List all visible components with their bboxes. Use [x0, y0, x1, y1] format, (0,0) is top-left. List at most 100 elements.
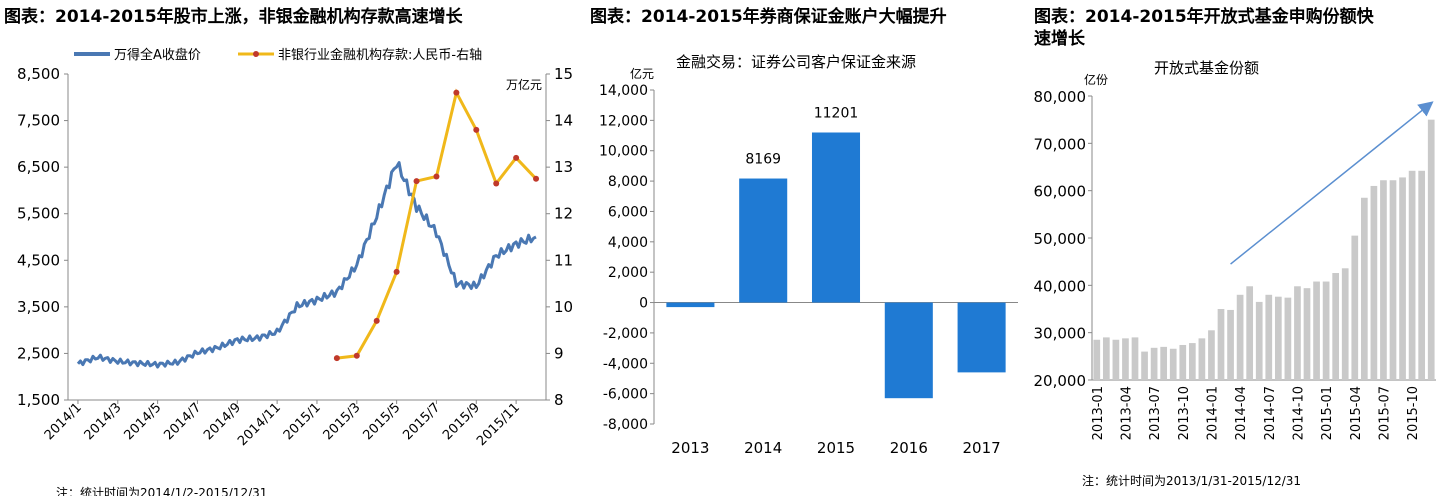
y-left-tick-label: 6,500 — [17, 158, 60, 176]
y-tick-label: 50,000 — [1034, 230, 1087, 248]
panel-stock-deposits: 图表：2014-2015年股市上涨，非银金融机构存款高速增长 1,500 2,50… — [0, 0, 585, 496]
x-tick-label: 2014 — [744, 439, 782, 457]
bar — [1160, 346, 1168, 380]
y-tick-label: 10,000 — [599, 144, 648, 160]
series-point-deposits — [393, 268, 400, 275]
bar — [1313, 281, 1320, 380]
y-right-tick-label: 13 — [554, 158, 573, 176]
x-tick-label: 2014/3 — [82, 400, 125, 443]
bar — [1150, 347, 1158, 380]
y-right-tick-label: 11 — [554, 251, 573, 269]
y-tick-label: -6,000 — [603, 387, 648, 403]
x-tick-label: 2014-07 — [1263, 386, 1278, 440]
bar — [1341, 268, 1349, 380]
bar — [1227, 309, 1234, 380]
y-tick-label: 2,000 — [608, 265, 648, 281]
y-left-tick-label: 4,500 — [17, 251, 60, 269]
x-tick-label: 2014/7 — [161, 400, 204, 443]
y-right-axis-unit: 万亿元 — [506, 77, 542, 92]
bar — [1141, 351, 1148, 380]
bar — [1332, 273, 1340, 380]
y-tick-label: 4,000 — [608, 235, 648, 251]
legend-label-deposits: 非银行业金融机构存款:人民币-右轴 — [278, 47, 482, 63]
x-tick-label: 2013-04 — [1119, 386, 1134, 440]
series-point-deposits — [453, 89, 460, 96]
series-point-deposits — [373, 317, 380, 324]
y-tick-label: 70,000 — [1034, 135, 1087, 153]
x-tick-label: 2013-01 — [1091, 386, 1106, 440]
bar — [1169, 348, 1177, 380]
series-point-deposits — [533, 175, 540, 182]
x-tick-label: 2015-07 — [1377, 386, 1392, 440]
bar — [1322, 281, 1330, 380]
y-right-tick-label: 14 — [554, 112, 573, 130]
y-tick-label: -4,000 — [603, 356, 648, 372]
bar — [1360, 197, 1368, 380]
y-left-tick-label: 3,500 — [17, 298, 60, 316]
y-right-tick-label: 8 — [554, 391, 564, 409]
series-point-deposits — [493, 180, 500, 187]
y-tick-label: 20,000 — [1034, 372, 1087, 390]
panel-title: 图表：2014-2015年券商保证金账户大幅提升 — [590, 7, 947, 27]
bar — [1418, 170, 1426, 380]
bar-data-label: 8169 — [745, 152, 781, 168]
bar — [884, 302, 933, 399]
x-tick-label: 2015-01 — [1320, 386, 1335, 440]
x-tick-label: 2014-01 — [1205, 386, 1220, 440]
bar — [1303, 288, 1311, 380]
y-right-tick-label: 12 — [554, 205, 573, 223]
y-left-tick-label: 7,500 — [17, 112, 60, 130]
x-tick-label: 2015 — [817, 439, 855, 457]
bar — [1131, 337, 1139, 380]
series-line-deposits — [336, 88, 538, 360]
series-line-index — [76, 161, 537, 369]
chart-note: 注：统计时间为2013/1/31-2015/12/31 — [1082, 474, 1302, 488]
bar — [1399, 177, 1406, 380]
series-point-deposits — [333, 355, 340, 362]
y-left-tick-label: 1,500 — [17, 391, 60, 409]
chart-caption: 开放式基金份额 — [1154, 59, 1260, 77]
y-tick-label: 0 — [639, 296, 648, 312]
y-tick-label: -8,000 — [603, 417, 648, 433]
bar — [739, 178, 788, 303]
panel-title: 图表：2014-2015年开放式基金申购份额快 速增长 — [1034, 7, 1374, 49]
bar — [1246, 286, 1254, 380]
y-left-tick-label: 5,500 — [17, 205, 60, 223]
trend-arrow — [1230, 101, 1434, 265]
y-left-tick-label: 8,500 — [17, 65, 60, 83]
series-point-deposits — [413, 178, 420, 185]
x-tick-label: 2015/5 — [360, 400, 403, 443]
series-point-deposits — [433, 173, 440, 180]
panel-broker-margin: 图表：2014-2015年券商保证金账户大幅提升 金融交易：证券公司客户保证金来… — [586, 0, 1028, 496]
legend-label-index: 万得全A收盘价 — [114, 47, 201, 63]
y-tick-label: 8,000 — [608, 174, 648, 190]
x-tick-label: 2013-10 — [1177, 386, 1192, 440]
bar — [1389, 180, 1397, 380]
y-right-tick-label: 15 — [554, 65, 573, 83]
y-tick-label: 30,000 — [1034, 325, 1087, 343]
bar — [1274, 296, 1282, 380]
bar — [1236, 294, 1244, 380]
bar — [1122, 338, 1129, 380]
chart-caption: 金融交易：证券公司客户保证金来源 — [676, 53, 917, 71]
bar — [1427, 119, 1435, 381]
bar — [666, 302, 715, 308]
bar — [1408, 170, 1416, 380]
bar — [957, 302, 1006, 373]
y-axis-unit: 亿元 — [630, 66, 654, 81]
x-tick-label: 2014/5 — [121, 400, 164, 443]
bar — [1112, 339, 1120, 380]
bar — [1102, 337, 1110, 380]
series-point-deposits — [473, 126, 480, 133]
bar — [1294, 286, 1301, 380]
x-tick-label: 2015/11 — [474, 400, 523, 449]
bar-chart-broker-margin: -8,000 -6,000 -4,000 -2,000 0 2,000 4,000 6,000… — [599, 66, 1018, 457]
bar — [1208, 330, 1215, 380]
bar — [1370, 185, 1378, 380]
bar — [1198, 338, 1206, 380]
bar — [1093, 339, 1101, 380]
bar — [1188, 343, 1196, 380]
y-tick-label: -2,000 — [603, 326, 648, 342]
series-point-deposits — [513, 154, 520, 161]
y-tick-label: 12,000 — [599, 113, 648, 129]
